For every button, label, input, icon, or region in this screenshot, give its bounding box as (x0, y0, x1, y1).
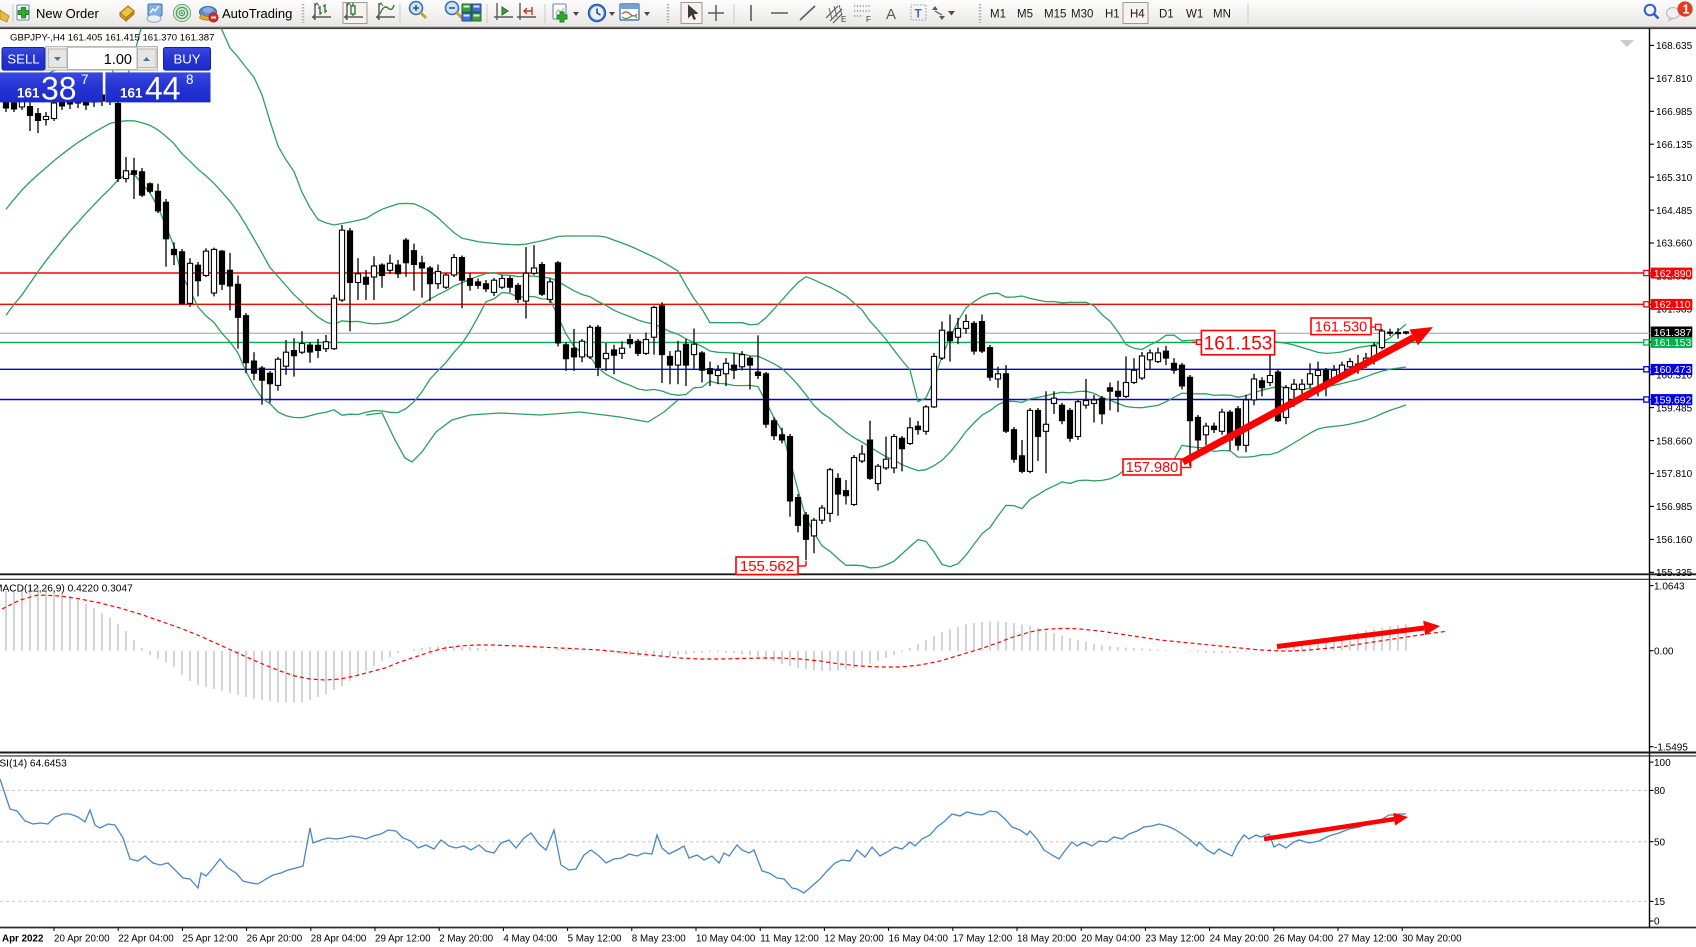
svg-text:158.660: 158.660 (1656, 436, 1693, 447)
svg-text:159.692: 159.692 (1654, 395, 1692, 406)
svg-text:T: T (915, 7, 923, 21)
svg-text:4 May 04:00: 4 May 04:00 (503, 934, 557, 945)
svg-text:166.135: 166.135 (1656, 140, 1693, 151)
svg-text:GBPJPY-,H4 161.405 161.415 16: GBPJPY-,H4 161.405 161.415 161.370 161.3… (10, 33, 214, 44)
svg-text:SELL: SELL (7, 52, 39, 67)
svg-text:12 May 20:00: 12 May 20:00 (824, 934, 884, 945)
svg-text:26 May 04:00: 26 May 04:00 (1274, 934, 1334, 945)
svg-text:161.153: 161.153 (1204, 334, 1273, 355)
svg-text:W1: W1 (1186, 9, 1203, 21)
svg-text:17 May 12:00: 17 May 12:00 (953, 934, 1013, 945)
svg-text:11 May 12:00: 11 May 12:00 (760, 934, 819, 945)
svg-text:1: 1 (1683, 3, 1690, 17)
svg-text:165.310: 165.310 (1656, 173, 1693, 184)
svg-text:MN: MN (1213, 9, 1231, 21)
svg-text:M15: M15 (1044, 9, 1066, 21)
svg-text:30 May 20:00: 30 May 20:00 (1402, 934, 1462, 945)
svg-text:50: 50 (1654, 837, 1666, 848)
svg-text:100: 100 (1654, 758, 1671, 769)
svg-text:28 Apr 04:00: 28 Apr 04:00 (311, 934, 367, 945)
svg-text:F: F (866, 15, 871, 24)
svg-text:159.485: 159.485 (1656, 403, 1693, 414)
svg-text:166.985: 166.985 (1656, 107, 1693, 118)
svg-text:Apr 2022: Apr 2022 (2, 934, 44, 945)
svg-text:155.562: 155.562 (740, 558, 794, 575)
svg-text:0.00: 0.00 (1654, 646, 1674, 657)
svg-text:161.530: 161.530 (1315, 320, 1367, 336)
svg-text:BUY: BUY (173, 52, 200, 67)
svg-text:AutoTrading: AutoTrading (222, 6, 292, 21)
svg-text:26 Apr 20:00: 26 Apr 20:00 (247, 934, 303, 945)
svg-text:44: 44 (145, 71, 181, 107)
svg-text:0: 0 (1654, 917, 1660, 928)
svg-text:M5: M5 (1017, 9, 1033, 21)
svg-text:162.110: 162.110 (1654, 300, 1691, 311)
svg-text:38: 38 (41, 71, 77, 107)
svg-text:157.980: 157.980 (1126, 460, 1178, 476)
svg-text:156.160: 156.160 (1656, 535, 1693, 546)
svg-text:80: 80 (1654, 786, 1666, 797)
svg-text:H4: H4 (1130, 9, 1145, 21)
svg-text:157.810: 157.810 (1656, 469, 1693, 480)
svg-text:23 May 12:00: 23 May 12:00 (1145, 934, 1205, 945)
svg-text:168.635: 168.635 (1656, 41, 1693, 52)
svg-text:H1: H1 (1105, 9, 1120, 21)
svg-text:163.660: 163.660 (1656, 239, 1693, 250)
svg-text:7: 7 (81, 72, 89, 87)
svg-text:8: 8 (186, 72, 194, 87)
svg-text:162.890: 162.890 (1654, 269, 1692, 280)
svg-text:1.00: 1.00 (104, 52, 132, 68)
svg-text:1.0643: 1.0643 (1654, 581, 1685, 592)
svg-text:164.485: 164.485 (1656, 206, 1693, 217)
svg-text:E: E (841, 15, 846, 24)
svg-text:2 May 20:00: 2 May 20:00 (439, 934, 493, 945)
svg-text:24 May 20:00: 24 May 20:00 (1210, 934, 1270, 945)
svg-text:167.810: 167.810 (1656, 74, 1693, 85)
svg-text:New Order: New Order (36, 6, 100, 21)
svg-text:A: A (886, 6, 896, 23)
svg-text:D1: D1 (1159, 9, 1174, 21)
svg-text:155.335: 155.335 (1656, 568, 1693, 579)
svg-text:16 May 04:00: 16 May 04:00 (889, 934, 949, 945)
svg-text:25 Apr 12:00: 25 Apr 12:00 (182, 934, 238, 945)
svg-text:M1: M1 (990, 9, 1006, 21)
svg-text:8 May 23:00: 8 May 23:00 (632, 934, 686, 945)
svg-text:27 May 12:00: 27 May 12:00 (1338, 934, 1398, 945)
svg-text:18 May 20:00: 18 May 20:00 (1017, 934, 1077, 945)
svg-text:161.387: 161.387 (1654, 328, 1692, 339)
svg-text:MACD(12,26,9) 0.4220 0.3047: MACD(12,26,9) 0.4220 0.3047 (0, 584, 133, 595)
svg-text:M30: M30 (1071, 9, 1093, 21)
svg-text:161: 161 (17, 86, 40, 101)
svg-text:160.473: 160.473 (1654, 365, 1692, 376)
svg-text:20 Apr 20:00: 20 Apr 20:00 (54, 934, 110, 945)
svg-text:RSI(14) 64.6453: RSI(14) 64.6453 (0, 759, 67, 770)
svg-text:22 Apr 04:00: 22 Apr 04:00 (118, 934, 174, 945)
svg-text:156.985: 156.985 (1656, 502, 1693, 513)
svg-text:5 May 12:00: 5 May 12:00 (568, 934, 622, 945)
svg-text:161.985: 161.985 (1656, 305, 1693, 316)
svg-text:15: 15 (1654, 897, 1666, 908)
svg-text:161.153: 161.153 (1654, 338, 1692, 349)
svg-text:160.310: 160.310 (1656, 370, 1693, 381)
svg-text:29 Apr 12:00: 29 Apr 12:00 (375, 934, 431, 945)
svg-text:20 May 04:00: 20 May 04:00 (1081, 934, 1141, 945)
svg-text:10 May 04:00: 10 May 04:00 (696, 934, 756, 945)
svg-text:161: 161 (120, 86, 143, 101)
svg-text:-1.5495: -1.5495 (1654, 742, 1688, 753)
